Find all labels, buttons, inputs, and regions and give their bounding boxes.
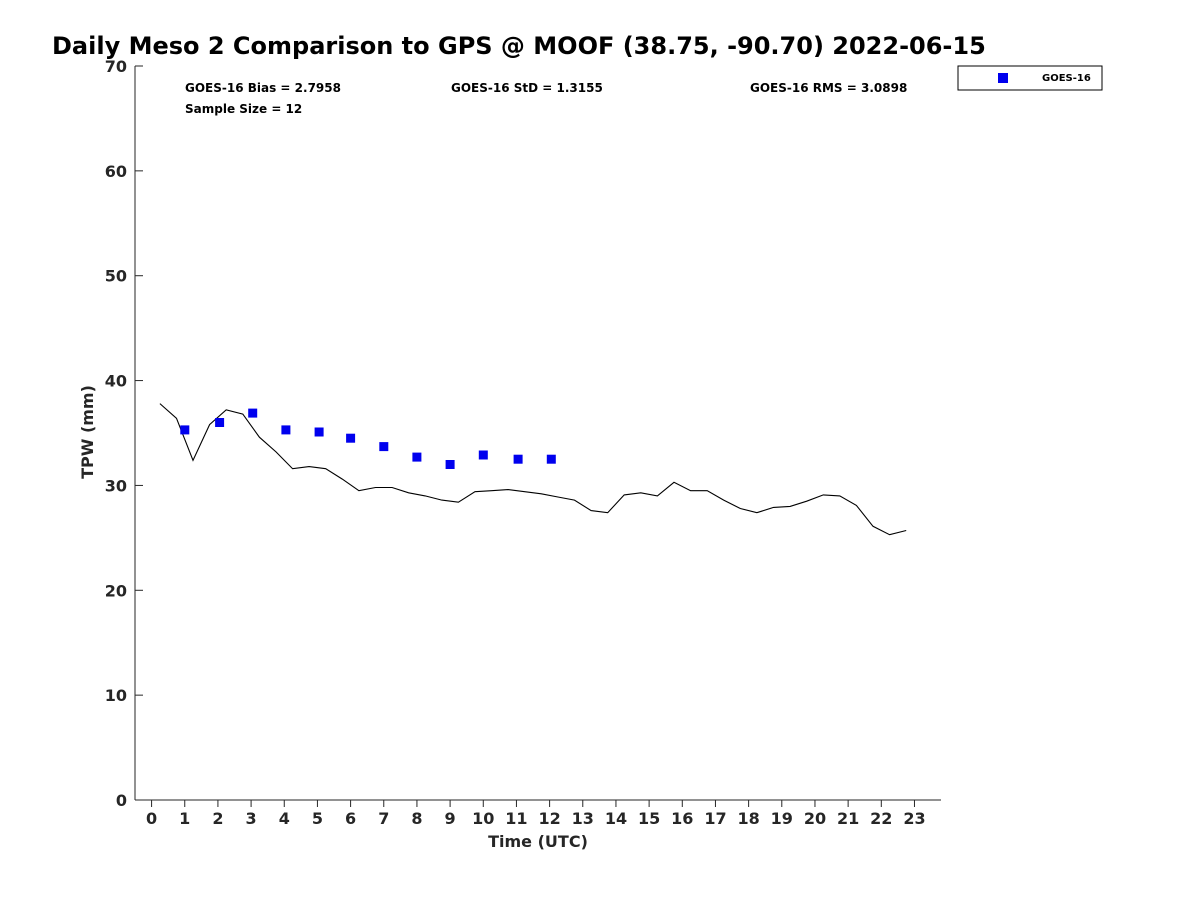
- y-tick-label: 60: [105, 162, 127, 181]
- x-axis-ticks: 0 1 2 3 4 5 6 7 8 9 10 11 12 13 14 15 16 17 18 19 20 21 22 23: [146, 800, 926, 828]
- x-tick-label: 15: [638, 809, 660, 828]
- x-tick-label: 19: [771, 809, 793, 828]
- goes16-point: [513, 454, 523, 464]
- chart-title: Daily Meso 2 Comparison to GPS @ MOOF (3…: [52, 32, 986, 60]
- goes16-point: [346, 433, 356, 443]
- x-tick-label: 20: [804, 809, 826, 828]
- goes16-point: [546, 454, 556, 464]
- rms-stat: GOES-16 RMS = 3.0898: [750, 81, 907, 95]
- legend: GOES-16: [957, 65, 1103, 91]
- goes16-point: [180, 425, 190, 435]
- y-tick-label: 70: [105, 57, 127, 76]
- x-axis-label: Time (UTC): [488, 832, 588, 851]
- gps-line-series: [159, 403, 907, 536]
- x-tick-label: 2: [212, 809, 223, 828]
- axes: [134, 66, 941, 801]
- goes16-point: [314, 427, 324, 437]
- sample-size-stat: Sample Size = 12: [185, 102, 302, 116]
- x-tick-label: 13: [572, 809, 594, 828]
- goes16-marker-series: [180, 408, 556, 469]
- legend-marker-goes16: [998, 73, 1008, 83]
- goes16-point: [215, 418, 225, 427]
- y-tick-label: 30: [105, 476, 127, 495]
- y-tick-label: 20: [105, 581, 127, 600]
- x-tick-label: 5: [312, 809, 323, 828]
- x-tick-label: 22: [870, 809, 892, 828]
- x-tick-label: 23: [903, 809, 925, 828]
- std-stat: GOES-16 StD = 1.3155: [451, 81, 603, 95]
- goes16-point: [412, 452, 422, 462]
- x-tick-label: 21: [837, 809, 859, 828]
- x-tick-label: 4: [279, 809, 290, 828]
- y-axis-label: TPW (mm): [78, 385, 97, 479]
- goes16-point: [445, 460, 455, 469]
- x-tick-label: 16: [671, 809, 693, 828]
- gps-tpw-line: [159, 403, 907, 536]
- x-tick-label: 1: [179, 809, 190, 828]
- x-tick-label: 14: [605, 809, 627, 828]
- y-tick-label: 10: [105, 686, 127, 705]
- goes16-point: [248, 408, 258, 418]
- y-tick-label: 40: [105, 372, 127, 391]
- x-tick-label: 17: [704, 809, 726, 828]
- goes16-point: [379, 442, 389, 452]
- goes16-point: [478, 450, 488, 460]
- goes16-point: [281, 425, 291, 435]
- x-tick-label: 10: [472, 809, 494, 828]
- x-tick-label: 8: [411, 809, 422, 828]
- x-tick-label: 3: [246, 809, 257, 828]
- y-tick-label: 50: [105, 267, 127, 286]
- y-tick-label: 0: [116, 791, 127, 810]
- x-tick-label: 6: [345, 809, 356, 828]
- legend-label-goes16: GOES-16: [1042, 73, 1091, 84]
- y-axis-ticks: 0 10 20 30 40 50 60 70: [105, 57, 143, 810]
- legend-box: [957, 65, 1103, 91]
- x-tick-label: 0: [146, 809, 157, 828]
- x-tick-label: 12: [538, 809, 560, 828]
- x-tick-label: 11: [505, 809, 527, 828]
- bias-stat: GOES-16 Bias = 2.7958: [185, 81, 341, 95]
- x-tick-label: 18: [737, 809, 759, 828]
- x-tick-label: 7: [378, 809, 389, 828]
- x-tick-label: 9: [445, 809, 456, 828]
